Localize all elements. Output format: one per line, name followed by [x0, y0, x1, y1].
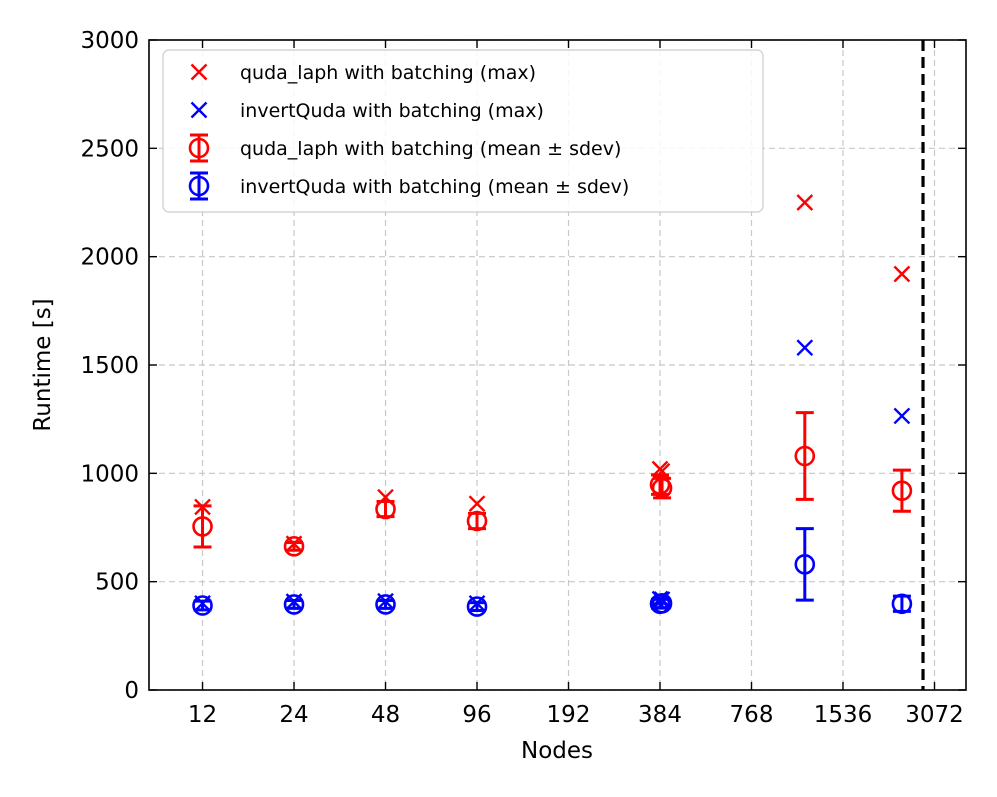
mean-marker: [794, 554, 816, 575]
x-tick-label: 192: [547, 702, 591, 728]
x-marker-stroke: [190, 63, 208, 81]
max-point: [893, 407, 911, 425]
x-marker-stroke: [190, 101, 208, 119]
mean-point: [651, 593, 673, 614]
mean-marker: [375, 594, 396, 615]
max-point: [468, 495, 486, 513]
mean-point: [466, 510, 488, 532]
mean-marker: [192, 595, 213, 616]
x-axis-label: Nodes: [521, 738, 593, 764]
legend-label: invertQuda with batching (mean ± sdev): [240, 176, 629, 198]
mean-point: [192, 595, 213, 616]
y-tick-label: 3000: [80, 28, 139, 54]
mean-marker: [466, 596, 488, 617]
y-tick-label: 2000: [80, 245, 139, 271]
y-axis-label: Runtime [s]: [30, 298, 56, 431]
x-tick-label: 48: [371, 702, 400, 728]
x-marker-stroke: [893, 265, 911, 283]
legend-label: invertQuda with batching (max): [240, 100, 544, 122]
mean-marker: [283, 536, 305, 557]
x-marker-stroke: [796, 339, 814, 357]
mean-point: [794, 527, 816, 602]
legend: quda_laph with batching (max) invertQuda …: [162, 49, 764, 213]
mean-point: [891, 593, 913, 615]
y-tick-label: 1000: [80, 461, 139, 487]
axis-ticks: 12 24 48 96 192 384 768 1536 3072 0 500 1000 1500 200…: [80, 28, 966, 728]
mean-point: [375, 498, 396, 520]
legend-label: quda_laph with batching (mean ± sdev): [240, 138, 621, 160]
legend-errorbar-marker: [188, 171, 210, 201]
x-tick-label: 96: [462, 702, 491, 728]
mean-marker: [375, 498, 396, 520]
mean-marker: [794, 445, 816, 467]
y-tick-label: 1500: [80, 353, 139, 379]
x-tick-label: 1536: [814, 702, 873, 728]
x-marker-stroke: [893, 407, 911, 425]
y-tick-label: 2500: [80, 136, 139, 162]
mean-marker: [651, 477, 673, 499]
x-tick-label: 12: [188, 702, 217, 728]
mean-marker: [466, 510, 488, 532]
series-3: [192, 411, 913, 557]
mean-marker: [192, 516, 213, 537]
mean-marker: [891, 593, 913, 615]
legend-box: [162, 49, 764, 213]
max-point: [893, 265, 911, 283]
x-tick-label: 3072: [905, 702, 964, 728]
mean-point: [651, 476, 673, 500]
mean-point: [192, 504, 213, 549]
legend-item: quda_laph with batching (mean ± sdev): [188, 133, 621, 163]
mean-point: [466, 596, 488, 617]
legend-item: quda_laph with batching (max): [190, 62, 536, 84]
mean-point: [283, 594, 305, 615]
mean-marker: [188, 175, 210, 197]
series-4: [192, 527, 913, 617]
legend-x-marker: [190, 63, 208, 81]
mean-marker: [891, 480, 913, 501]
mean-marker: [651, 593, 673, 614]
x-marker-stroke: [468, 495, 486, 513]
mean-point: [794, 411, 816, 501]
mean-marker: [283, 594, 305, 615]
max-point: [796, 194, 814, 211]
data-marks: [192, 194, 913, 617]
legend-item: invertQuda with batching (max): [190, 100, 544, 122]
x-tick-label: 768: [730, 702, 774, 728]
x-tick-label: 384: [638, 702, 682, 728]
x-marker-stroke: [796, 194, 814, 211]
legend-label: quda_laph with batching (max): [240, 62, 536, 84]
mean-point: [375, 594, 396, 615]
y-tick-label: 0: [124, 678, 139, 704]
mean-point: [891, 468, 913, 513]
x-tick-label: 24: [279, 702, 308, 728]
legend-errorbar-marker: [188, 133, 210, 163]
mean-point: [283, 536, 305, 557]
legend-item: invertQuda with batching (mean ± sdev): [188, 171, 629, 201]
max-point: [796, 339, 814, 357]
legend-x-marker: [190, 101, 208, 119]
mean-marker: [188, 137, 210, 159]
y-tick-label: 500: [95, 570, 139, 596]
